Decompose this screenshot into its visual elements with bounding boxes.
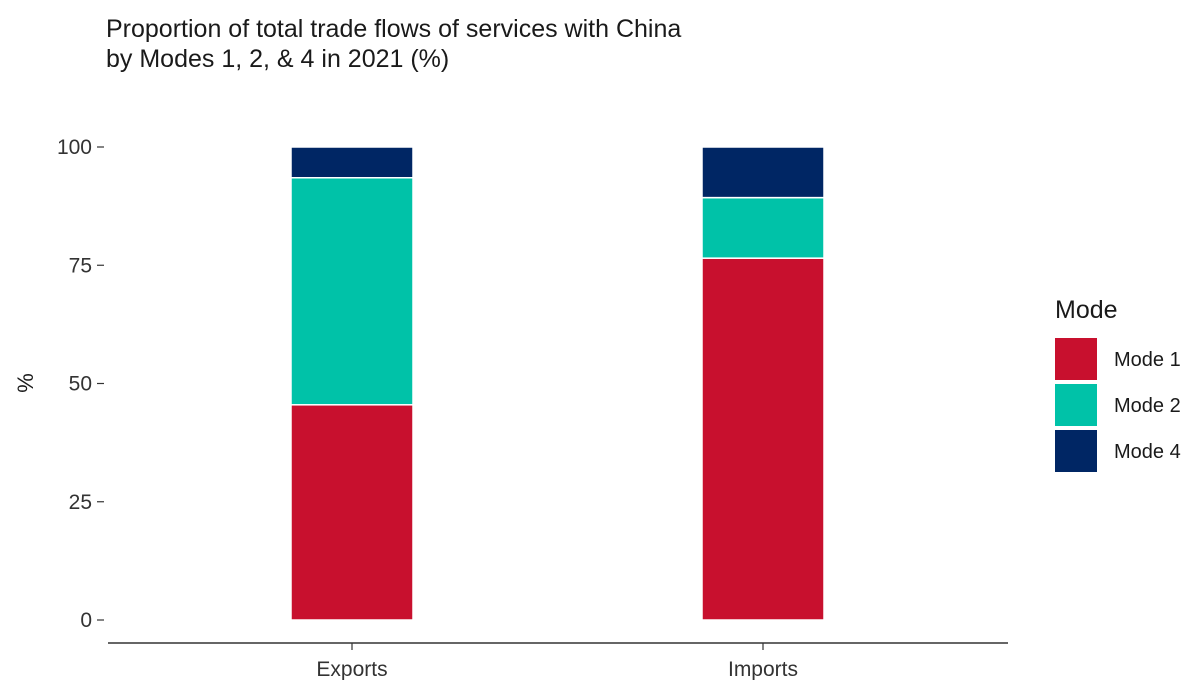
x-tick-label-exports: Exports xyxy=(316,658,387,680)
legend-swatch-mode-4 xyxy=(1055,430,1097,472)
axes-layer: Exports Imports 0 25 50 75 100% xyxy=(13,136,1008,680)
y-tick-label-100: 100 xyxy=(57,136,92,159)
legend-swatch-mode-1 xyxy=(1055,338,1097,380)
y-axis-title: % xyxy=(13,373,38,393)
bar-exports-mode-2 xyxy=(290,176,414,406)
y-tick-label-0: 0 xyxy=(80,609,92,632)
chart-title-line-2: by Modes 1, 2, & 4 in 2021 (%) xyxy=(106,45,450,73)
chart-title: Proportion of total trade flows of servi… xyxy=(106,14,681,74)
y-tick-label-50: 50 xyxy=(69,373,92,396)
bar-imports-mode-1 xyxy=(701,257,825,621)
bars-layer xyxy=(290,146,825,621)
legend-layer: Mode Mode 1 Mode 2 Mode 4 xyxy=(1055,296,1181,472)
bar-imports-mode-4 xyxy=(701,146,825,199)
bar-exports-mode-4 xyxy=(290,146,414,179)
legend-swatch-mode-2 xyxy=(1055,384,1097,426)
bar-imports-mode-2 xyxy=(701,196,825,259)
x-tick-label-imports: Imports xyxy=(728,658,798,680)
legend-label-mode-2: Mode 2 xyxy=(1114,395,1181,417)
legend-label-mode-4: Mode 4 xyxy=(1114,441,1181,463)
legend-label-mode-1: Mode 1 xyxy=(1114,349,1181,371)
legend-title: Mode xyxy=(1055,296,1118,324)
bar-exports-mode-1 xyxy=(290,404,414,621)
y-tick-label-25: 25 xyxy=(69,491,92,514)
y-tick-label-75: 75 xyxy=(69,254,92,277)
chart-title-line-1: Proportion of total trade flows of servi… xyxy=(106,15,682,43)
